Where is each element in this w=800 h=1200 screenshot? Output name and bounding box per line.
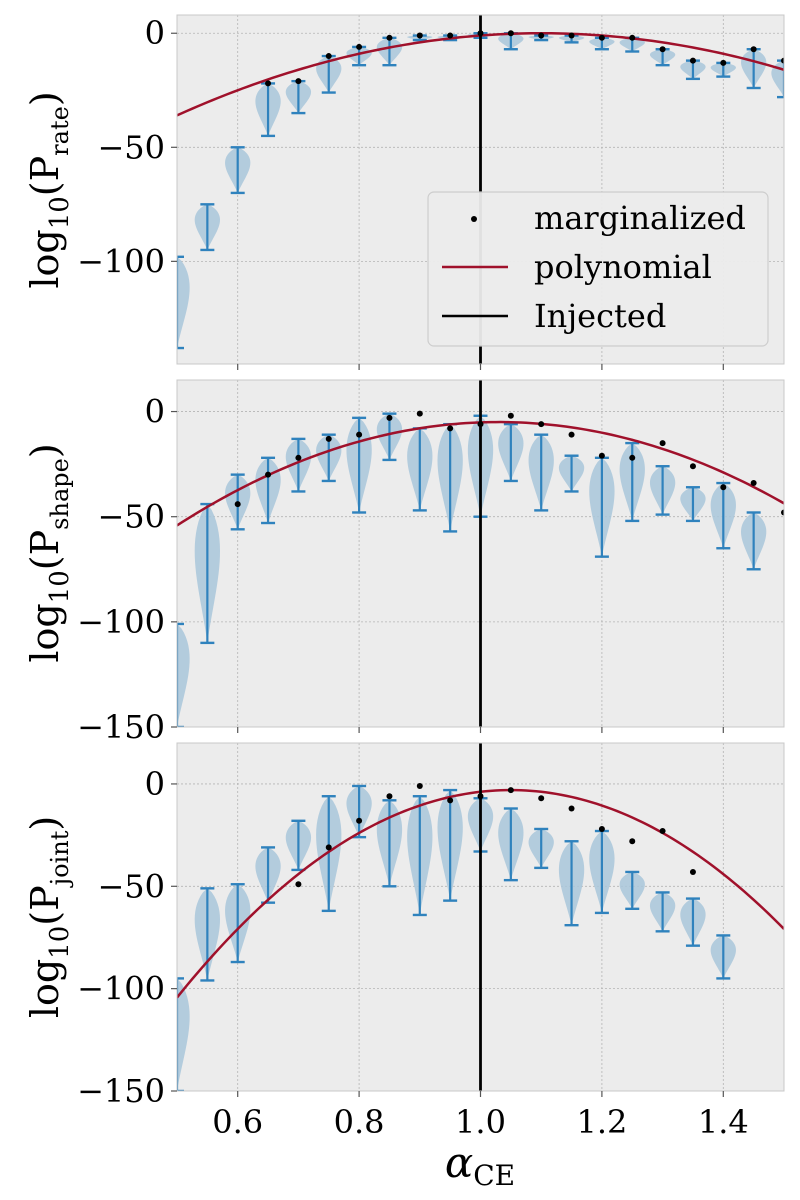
marginalized-point: [568, 805, 575, 812]
marginalized-point: [659, 440, 666, 447]
violin-body: [177, 978, 190, 1091]
marginalized-point: [750, 480, 757, 487]
marginalized-point: [265, 471, 272, 478]
y-tick-label: 0: [145, 14, 165, 52]
marginalized-point: [598, 452, 605, 459]
marginalized-point: [386, 34, 393, 41]
legend-label-polynomial: polynomial: [534, 248, 712, 286]
y-tick-label: −50: [97, 498, 165, 536]
y-tick-label: −50: [97, 867, 165, 905]
y-tick-label: −100: [77, 603, 165, 641]
marginalized-point: [568, 32, 575, 39]
marginalized-point: [538, 421, 545, 428]
marginalized-point: [447, 32, 454, 39]
marginalized-point: [416, 782, 423, 789]
marginalized-point: [325, 844, 332, 851]
x-tick-label: 1.0: [455, 1103, 506, 1141]
marginalized-point: [295, 881, 302, 888]
marginalized-point: [356, 431, 363, 438]
ylabel-rate: log10(Prate): [23, 91, 75, 288]
marginalized-point: [507, 30, 514, 37]
marginalized-point: [265, 80, 272, 87]
ylabel-joint: log10(Pjoint): [23, 816, 75, 1018]
marginalized-point: [689, 463, 696, 470]
marginalized-point: [689, 57, 696, 64]
marginalized-point: [629, 34, 636, 41]
ylabel-shape: log10(Pshape): [23, 443, 75, 662]
marginalized-point: [295, 454, 302, 461]
marginalized-point: [598, 825, 605, 832]
marginalized-point: [507, 412, 514, 419]
x-tick-label: 0.8: [334, 1103, 385, 1141]
legend: marginalized polynomial Injected: [427, 191, 769, 347]
marginalized-point: [325, 435, 332, 442]
marginalized-point: [356, 43, 363, 50]
marginalized-point: [720, 59, 727, 66]
marginalized-point: [659, 46, 666, 53]
marginalized-point: [447, 425, 454, 432]
violin-body: [177, 623, 190, 727]
marginalized-point: [295, 78, 302, 85]
x-tick-label: 0.6: [212, 1103, 263, 1141]
plot-content: [177, 30, 784, 350]
panel-shape: 0 −50 −100 −150: [77, 379, 785, 746]
y-tick-label: −100: [77, 970, 165, 1008]
marginalized-point: [568, 431, 575, 438]
legend-label-marginalized: marginalized: [534, 199, 746, 237]
marginalized-point: [538, 795, 545, 802]
plot-content: [177, 410, 784, 727]
legend-box: [427, 191, 769, 347]
panel-joint: 0 −50 −100 −150 0.6 0.8 1.0 1.2 1.4: [77, 742, 785, 1141]
marginalized-point: [507, 787, 514, 794]
marginalized-point: [386, 414, 393, 421]
y-tick-label: −50: [97, 128, 165, 166]
marginalized-point: [598, 34, 605, 41]
violin-body: [177, 256, 190, 349]
marginalized-point: [720, 484, 727, 491]
marginalized-point: [629, 838, 636, 845]
marginalized-point: [659, 828, 666, 835]
marginalized-point: [325, 53, 332, 60]
x-tick-label: 1.2: [576, 1103, 627, 1141]
y-tick-label: −150: [77, 708, 165, 746]
y-tick-label: 0: [145, 765, 165, 803]
marginalized-point: [781, 509, 784, 516]
y-tick-label: −100: [77, 242, 165, 280]
legend-marker-marginalized: [471, 216, 477, 222]
x-tick-label: 1.4: [698, 1103, 749, 1141]
xlabel: αCE: [445, 1138, 515, 1192]
marginalized-point: [629, 454, 636, 461]
legend-label-injected: Injected: [534, 297, 666, 335]
y-tick-label: 0: [145, 393, 165, 431]
marginalized-point: [447, 797, 454, 804]
y-tick-label: −150: [77, 1072, 165, 1110]
marginalized-point: [750, 46, 757, 53]
marginalized-point: [386, 793, 393, 800]
marginalized-point: [356, 817, 363, 824]
marginalized-point: [416, 32, 423, 39]
marginalized-point: [416, 410, 423, 417]
marginalized-point: [689, 868, 696, 875]
marginalized-point: [538, 32, 545, 39]
marginalized-point: [234, 501, 241, 508]
marginalized-point: [781, 57, 784, 64]
